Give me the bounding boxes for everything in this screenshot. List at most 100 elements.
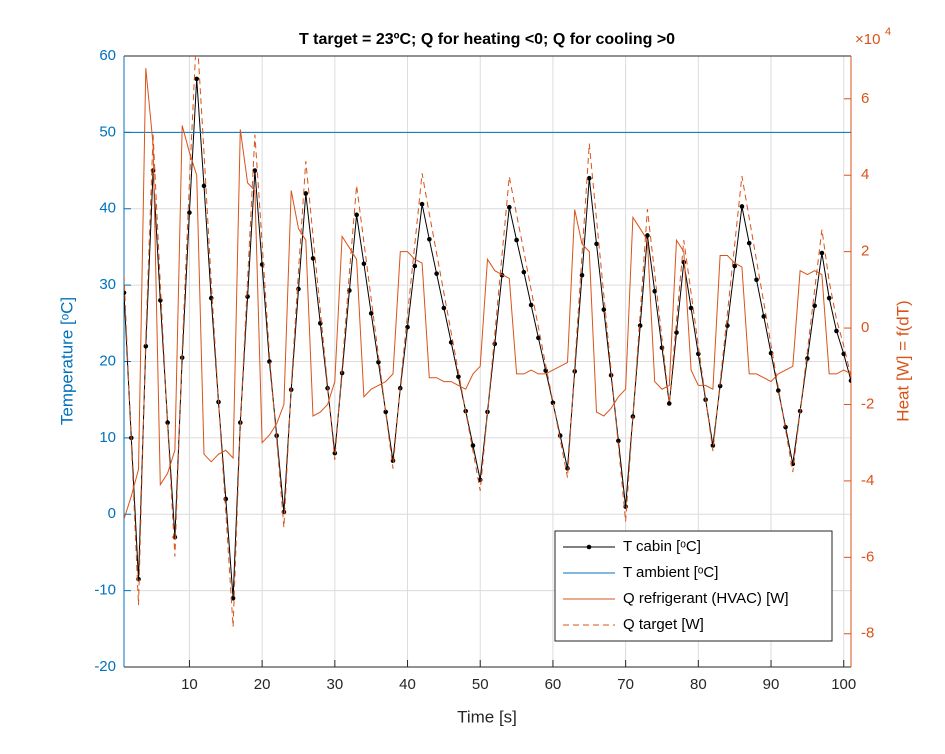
x-tick-label: 30 bbox=[326, 676, 343, 693]
series-marker bbox=[688, 305, 694, 311]
series-marker bbox=[674, 330, 679, 335]
y-tick-label: 0 bbox=[108, 505, 116, 522]
series-line bbox=[124, 68, 851, 520]
y2-axis-label: Heat [W] = f(dT) bbox=[893, 300, 912, 421]
x-axis-label: Time [s] bbox=[457, 707, 517, 726]
series-marker bbox=[223, 496, 229, 502]
series-marker bbox=[834, 328, 839, 334]
series-marker bbox=[565, 466, 570, 471]
series-marker bbox=[317, 321, 323, 326]
series-marker bbox=[761, 314, 767, 319]
y2-tick-label: 0 bbox=[861, 319, 869, 336]
series-marker bbox=[208, 295, 214, 301]
series-marker bbox=[601, 307, 607, 312]
series-marker bbox=[710, 443, 716, 448]
series-marker bbox=[332, 450, 338, 456]
y2-tick-label: -8 bbox=[861, 625, 874, 642]
legend-label: T ambient [ᵒC] bbox=[623, 564, 718, 581]
x-tick-label: 80 bbox=[690, 676, 707, 693]
series-marker bbox=[412, 263, 418, 269]
series-marker bbox=[124, 290, 127, 296]
y-axis-label: Temperature [ᵒC] bbox=[57, 297, 76, 425]
series-marker bbox=[645, 233, 650, 238]
series-marker bbox=[434, 271, 439, 276]
legend-label: Q target [W] bbox=[623, 616, 704, 633]
series-marker bbox=[696, 351, 701, 357]
x-tick-label: 90 bbox=[763, 676, 780, 693]
series-marker bbox=[441, 305, 447, 311]
y-tick-label: 50 bbox=[99, 123, 116, 140]
x-tick-label: 10 bbox=[181, 676, 198, 693]
series-marker bbox=[579, 272, 585, 278]
series-marker bbox=[201, 183, 207, 189]
y-tick-label: 20 bbox=[99, 352, 116, 369]
series-marker bbox=[666, 401, 672, 406]
x-tick-label: 50 bbox=[472, 676, 489, 693]
series-marker bbox=[528, 302, 534, 308]
y2-multiplier: ×10 bbox=[855, 31, 880, 48]
y-tick-label: 40 bbox=[99, 200, 116, 217]
y2-tick-label: 6 bbox=[861, 90, 869, 107]
series-marker bbox=[143, 343, 149, 349]
y2-tick-label: 4 bbox=[861, 166, 869, 183]
series-marker bbox=[456, 374, 461, 380]
series-marker bbox=[550, 400, 556, 406]
series-marker bbox=[303, 191, 309, 196]
legend-marker bbox=[586, 544, 592, 550]
series-marker bbox=[470, 443, 476, 448]
series-marker bbox=[194, 76, 199, 82]
series-marker bbox=[783, 424, 788, 430]
series-layer bbox=[124, 56, 851, 627]
series-marker bbox=[187, 210, 192, 215]
series-marker bbox=[419, 201, 425, 207]
series-marker bbox=[376, 359, 381, 365]
x-tick-label: 70 bbox=[617, 676, 634, 693]
series-marker bbox=[158, 298, 163, 303]
y-tick-label: 10 bbox=[99, 429, 116, 446]
y2-tick-label: -6 bbox=[861, 548, 874, 565]
series-marker bbox=[746, 240, 752, 246]
legend-label: Q refrigerant (HVAC) [W] bbox=[623, 590, 789, 607]
series-marker bbox=[245, 294, 250, 299]
y2-multiplier-exponent: 4 bbox=[885, 26, 891, 38]
series-marker bbox=[805, 356, 810, 361]
y-tick-label: -10 bbox=[94, 582, 116, 599]
series-line bbox=[124, 56, 851, 627]
series-marker bbox=[165, 420, 170, 425]
series-marker bbox=[819, 250, 825, 256]
series-marker bbox=[732, 263, 737, 269]
series-marker bbox=[536, 335, 541, 341]
series-marker bbox=[230, 595, 236, 601]
series-marker bbox=[310, 256, 316, 261]
series-marker bbox=[739, 204, 745, 209]
x-tick-label: 40 bbox=[399, 676, 416, 693]
x-tick-label: 60 bbox=[545, 676, 562, 693]
series-marker bbox=[652, 288, 658, 294]
series-marker bbox=[267, 359, 272, 364]
series-marker bbox=[608, 372, 614, 378]
series-marker bbox=[616, 438, 621, 444]
legend-box bbox=[554, 530, 833, 642]
chart-title: T target = 23ºC; Q for heating <0; Q for… bbox=[299, 31, 675, 48]
y-tick-label: 60 bbox=[99, 47, 116, 64]
series-marker bbox=[812, 303, 817, 309]
series-marker bbox=[427, 237, 432, 242]
series-marker bbox=[754, 277, 759, 283]
series-marker bbox=[514, 237, 519, 243]
series-marker bbox=[594, 241, 599, 247]
series-marker bbox=[521, 269, 527, 275]
series-marker bbox=[252, 168, 258, 173]
series-marker bbox=[368, 311, 374, 316]
y-tick-label: -20 bbox=[94, 658, 116, 675]
series-marker bbox=[354, 212, 359, 218]
y2-tick-label: 2 bbox=[861, 243, 869, 260]
series-marker bbox=[776, 388, 781, 393]
y2-tick-label: -2 bbox=[861, 395, 874, 412]
series-marker bbox=[848, 378, 851, 383]
series-marker bbox=[586, 175, 592, 181]
series-marker bbox=[492, 341, 498, 347]
series-marker bbox=[637, 323, 643, 328]
x-tick-label: 100 bbox=[831, 676, 856, 693]
series-marker bbox=[507, 204, 512, 210]
